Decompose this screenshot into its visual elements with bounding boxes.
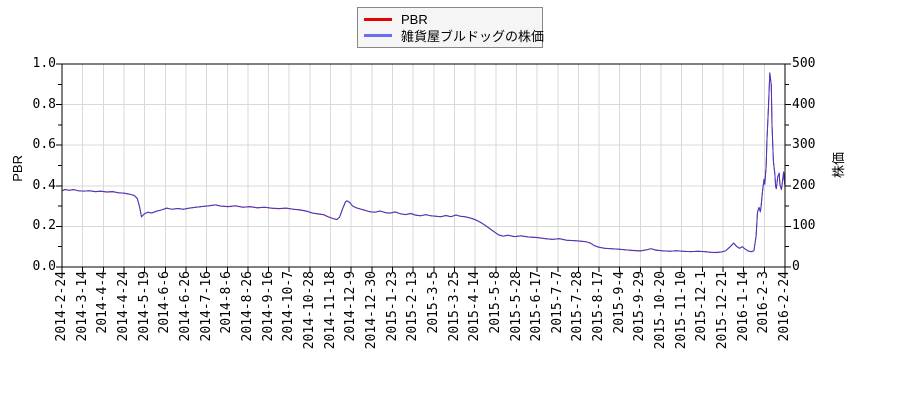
x-tick-label: 2014-6-26 xyxy=(177,271,193,342)
y-left-axis-title: PBR xyxy=(10,155,25,182)
y-left-tick-label: 0.4 xyxy=(32,177,56,193)
y-right-tick-label: 400 xyxy=(792,96,816,112)
y-right-tick-label: 200 xyxy=(792,177,816,193)
x-tick-label: 2015-4-14 xyxy=(467,271,483,342)
x-tick-label: 2014-12-9 xyxy=(343,271,359,342)
x-tick-label: 2015-11-10 xyxy=(673,271,689,350)
x-tick-label: 2015-10-20 xyxy=(653,271,669,350)
y-left-tick-label: 1.0 xyxy=(32,56,56,71)
legend-label-pbr: PBR xyxy=(401,11,428,27)
x-tick-label: 2015-12-1 xyxy=(694,271,710,342)
x-tick-label: 2015-2-13 xyxy=(405,271,421,342)
x-tick-label: 2015-1-23 xyxy=(384,271,400,342)
x-tick-label: 2016-1-14 xyxy=(735,271,751,342)
x-tick-label: 2014-9-16 xyxy=(260,271,276,342)
x-tick-label: 2014-2-24 xyxy=(54,271,69,342)
pbr-line-sample xyxy=(364,17,392,21)
legend-item-pbr: PBR xyxy=(364,11,542,27)
y-right-axis-title: 株価 xyxy=(831,152,846,179)
x-tick-label: 2015-12-21 xyxy=(715,271,730,350)
x-tick-label: 2014-4-4 xyxy=(95,271,111,334)
x-tick-label: 2016-2-3 xyxy=(756,271,772,334)
x-tick-label: 2015-7-7 xyxy=(549,271,565,334)
x-tick-label: 2016-2-24 xyxy=(777,271,792,342)
x-tick-label: 2014-8-26 xyxy=(239,271,255,342)
legend: PBR 雑貨屋ブルドッグの株価 xyxy=(357,7,545,48)
legend-item-price: 雑貨屋ブルドッグの株価 xyxy=(364,28,545,45)
x-tick-label: 2014-5-19 xyxy=(136,271,152,342)
x-tick-label: 2014-10-28 xyxy=(301,271,317,350)
y-left-tick-label: 0.6 xyxy=(32,137,56,153)
x-tick-label: 2014-10-7 xyxy=(281,271,297,342)
x-tick-label: 2014-11-18 xyxy=(322,271,338,350)
x-tick-label: 2015-5-28 xyxy=(508,271,524,342)
x-tick-label: 2014-7-16 xyxy=(198,271,214,342)
x-tick-label: 2015-9-4 xyxy=(611,271,627,334)
x-tick-label: 2014-3-14 xyxy=(74,271,90,342)
x-tick-label: 2014-6-6 xyxy=(157,271,173,334)
y-right-tick-label: 300 xyxy=(792,137,816,153)
y-left-tick-label: 0.2 xyxy=(32,218,56,234)
y-left-tick-label: 0.0 xyxy=(32,259,56,274)
x-tick-label: 2015-6-17 xyxy=(529,271,545,342)
y-left-tick-label: 0.8 xyxy=(32,96,56,112)
x-tick-label: 2015-9-29 xyxy=(632,271,648,342)
y-right-tick-label: 500 xyxy=(792,56,816,71)
x-tick-label: 2014-12-30 xyxy=(363,271,379,350)
y-right-tick-label: 0 xyxy=(792,259,800,274)
x-tick-label: 2015-8-17 xyxy=(591,271,607,342)
x-tick-label: 2014-4-24 xyxy=(116,271,131,342)
x-tick-label: 2015-3-5 xyxy=(425,271,441,334)
x-tick-label: 2015-3-25 xyxy=(446,271,462,342)
legend-label-price: 雑貨屋ブルドッグの株価 xyxy=(401,29,545,45)
x-tick-label: 2015-5-8 xyxy=(487,271,503,334)
price-line-sample xyxy=(364,34,392,38)
x-tick-label: 2014-8-6 xyxy=(219,271,235,334)
y-right-tick-label: 100 xyxy=(792,218,816,234)
x-tick-label: 2015-7-28 xyxy=(570,271,586,342)
